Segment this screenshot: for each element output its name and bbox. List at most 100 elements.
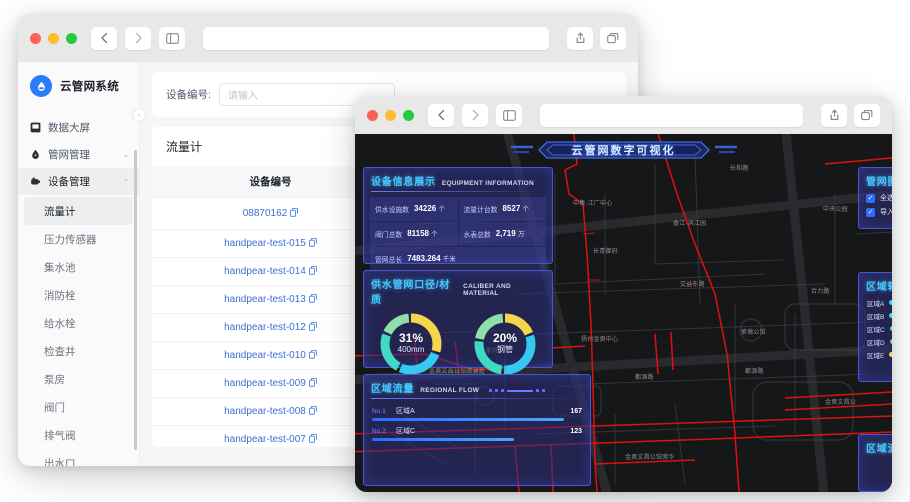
submenu-item[interactable]: 集水池 <box>18 253 139 281</box>
share-button[interactable] <box>821 103 847 127</box>
panel-header: 管网图层 <box>859 168 892 191</box>
address-bar[interactable] <box>203 26 549 50</box>
menu-item-device-management[interactable]: 设备管理 ⌃ <box>18 168 139 195</box>
front-window-chrome <box>355 96 892 134</box>
device-code-placeholder: 请输入 <box>227 91 258 102</box>
material-percent: 20% <box>492 331 518 346</box>
submenu-item-label: 集水池 <box>44 261 76 274</box>
flow-rank: No.2 <box>372 427 386 435</box>
panel-title-cn: 供水管网口径/材质 <box>371 280 451 306</box>
submenu-item[interactable]: 出水口 <box>18 449 139 467</box>
submenu-item-label: 出水口 <box>44 457 76 467</box>
back-button[interactable] <box>428 103 454 127</box>
layer-option-row[interactable]: ✓ 全选 <box>859 191 892 205</box>
checkbox-icon[interactable]: ✓ <box>866 207 875 217</box>
minimize-window-button[interactable] <box>385 109 396 121</box>
flow-ranking-list: No.1 区域A 167 No.2 区域C 123 <box>364 404 590 441</box>
device-code-input[interactable]: 请输入 <box>218 83 395 106</box>
tab-overview-button[interactable] <box>854 103 880 127</box>
map-label: 紫薇公馆 <box>741 330 766 336</box>
caliber-material-panel: 供水管网口径/材质 CALIBER AND MATERIAL 31% 400mm <box>363 270 553 375</box>
submenu-item[interactable]: 检查井 <box>18 337 139 365</box>
main-menu: 数据大屏 管网管理 ⌄ 设备管理 ⌃ <box>18 110 139 195</box>
stat-unit: 个 <box>431 230 438 238</box>
panel-title-en: REGIONAL FLOW <box>420 387 480 394</box>
tab-overview-button[interactable] <box>600 26 626 50</box>
share-button[interactable] <box>567 26 593 50</box>
sidebar-toggle-button[interactable] <box>496 103 522 127</box>
caliber-donut-chart[interactable]: 31% 400mm <box>377 310 445 378</box>
device-code-cell[interactable]: handpear-test-012 <box>152 313 389 342</box>
close-window-button[interactable] <box>30 32 41 44</box>
sidebar-scrollbar[interactable] <box>134 150 137 450</box>
stat-value: 81158 个 <box>407 228 438 238</box>
maximize-window-button[interactable] <box>403 109 414 121</box>
submenu-item[interactable]: 排气阀 <box>18 421 139 449</box>
map-label: 都源路 <box>635 375 654 381</box>
menu-item-pipe-network[interactable]: 管网管理 ⌄ <box>18 141 139 168</box>
legend-row[interactable]: 区域C <box>859 322 892 335</box>
legend-row[interactable]: 区域B <box>859 309 892 322</box>
panel-header: 区域流量 REGIONAL FLOW <box>364 375 590 398</box>
maximize-window-button[interactable] <box>66 32 77 44</box>
device-code-cell[interactable]: handpear-test-010 <box>152 341 389 370</box>
dashboard-icon <box>30 122 41 133</box>
legend-row[interactable]: 区域A <box>859 296 892 309</box>
legend-row[interactable]: 区域D <box>859 335 892 348</box>
chevron-down-icon: ⌄ <box>123 151 129 159</box>
chrome-right-actions <box>567 26 626 50</box>
submenu-item[interactable]: 给水栓 <box>18 309 139 337</box>
equipment-stat-cell: 供水设施数 34226 个 <box>370 197 458 221</box>
flow-value: 123 <box>570 427 582 435</box>
submenu-item-label: 泵房 <box>44 373 65 386</box>
device-code-text: handpear-test-008 <box>224 406 306 417</box>
sidebar-toggle-button[interactable] <box>159 26 185 50</box>
header-deco-icon <box>489 389 546 392</box>
submenu-item-label: 流量计 <box>44 205 76 218</box>
device-code-cell[interactable]: 08870162 <box>152 197 389 230</box>
close-window-button[interactable] <box>367 109 378 121</box>
device-code-cell[interactable]: handpear-test-014 <box>152 257 389 286</box>
device-code-cell[interactable]: handpear-test-009 <box>152 369 389 398</box>
menu-label: 管网管理 <box>48 149 90 161</box>
legend-row[interactable]: 区域E <box>859 348 892 361</box>
region-legend-panel: 区域转 区域A 区域B 区域C 区域D 区域E 0 <box>858 272 892 382</box>
panel-title-en: CALIBER AND MATERIAL <box>463 283 512 297</box>
menu-item-data-screen[interactable]: 数据大屏 <box>18 114 139 141</box>
material-donut-chart[interactable]: 20% 钢管 <box>471 310 539 378</box>
device-code-cell[interactable]: handpear-test-013 <box>152 285 389 314</box>
minimize-window-button[interactable] <box>48 32 59 44</box>
device-code-cell[interactable]: handpear-test-007 <box>152 425 389 454</box>
map-label: 长和路 <box>730 166 749 172</box>
submenu-item[interactable]: 消防栓 <box>18 281 139 309</box>
material-donut-label: 20% 钢管 <box>471 310 539 378</box>
device-code-cell[interactable]: handpear-test-015 <box>152 229 389 258</box>
layer-option-row[interactable]: ✓ 导入 <box>859 205 892 219</box>
submenu-item-label: 排气阀 <box>44 429 76 442</box>
forward-button[interactable] <box>462 103 488 127</box>
table-column-header[interactable]: 设备编号 <box>152 166 389 198</box>
back-button[interactable] <box>91 26 117 50</box>
material-name: 钢管 <box>497 345 513 355</box>
submenu-item[interactable]: 压力传感器 <box>18 225 139 253</box>
regional-flow-panel: 区域流量 REGIONAL FLOW No.1 区域A 167 No.2 区域C 123 <box>363 374 591 486</box>
caliber-donut-label: 31% 400mm <box>377 310 445 378</box>
submenu-item[interactable]: 流量计 <box>24 197 133 225</box>
checkbox-icon[interactable]: ✓ <box>866 193 875 203</box>
panel-title-cn: 区域流 <box>866 444 892 455</box>
device-code-cell[interactable]: handpear-test-008 <box>152 397 389 426</box>
device-code-text: handpear-test-013 <box>224 294 306 305</box>
panel-title-cn: 区域转 <box>866 282 892 293</box>
region-legend-list: 区域A 区域B 区域C 区域D 区域E <box>859 296 892 361</box>
brand-name: 云管网系统 <box>60 81 119 93</box>
panel-title-en: EQUIPMENT INFORMATION <box>441 180 534 187</box>
address-bar[interactable] <box>540 103 803 127</box>
forward-button[interactable] <box>125 26 151 50</box>
submenu-item[interactable]: 泵房 <box>18 365 139 393</box>
map-label: 都源路 <box>745 369 764 375</box>
caliber-name: 400mm <box>397 345 425 355</box>
submenu-item[interactable]: 阀门 <box>18 393 139 421</box>
stat-key: 流量计台数 <box>463 207 498 214</box>
sidebar-collapse-button[interactable]: ‹ <box>132 108 146 122</box>
